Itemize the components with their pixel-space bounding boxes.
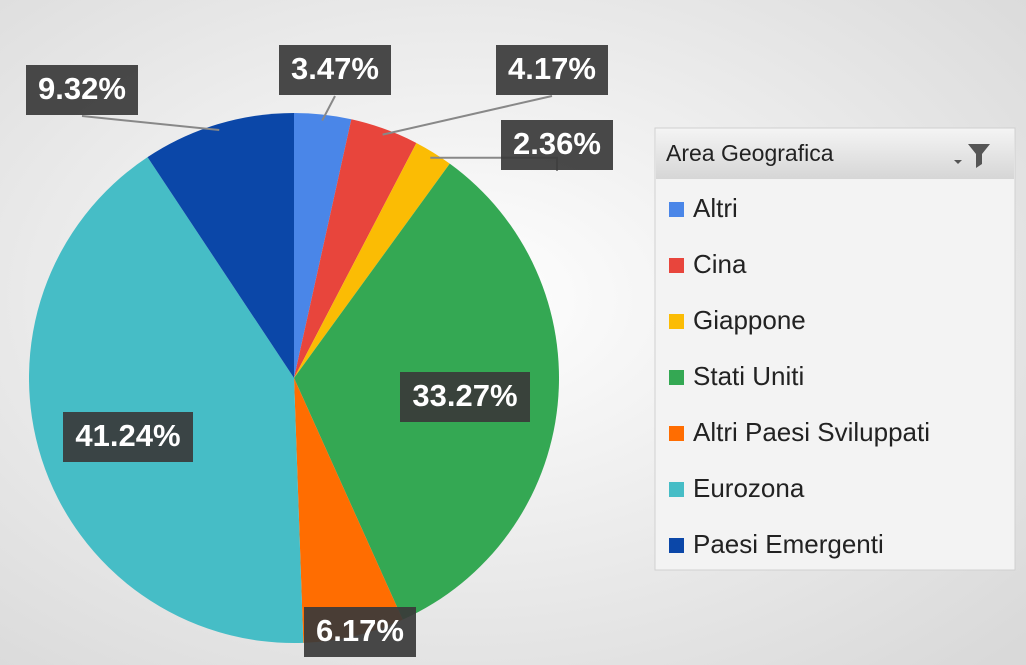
data-label: 9.32% <box>38 71 126 106</box>
legend-header <box>656 129 1014 179</box>
legend-swatch <box>669 258 684 273</box>
data-label: 2.36% <box>513 126 601 161</box>
pie-slice <box>147 113 294 378</box>
legend-box <box>654 127 1016 571</box>
data-labels: 3.47% 4.17% 2.36% 33.27% 6.17% 41.24% 9.32% <box>26 45 613 657</box>
pie-slice <box>294 119 417 378</box>
data-label-box <box>279 45 391 95</box>
data-label-box <box>501 120 613 170</box>
legend-swatch <box>669 482 684 497</box>
data-label-box <box>496 45 608 95</box>
legend-swatch <box>669 538 684 553</box>
legend-label: Altri <box>693 193 738 223</box>
legend-swatch <box>669 426 684 441</box>
filter-icon[interactable] <box>954 144 990 168</box>
legend-swatch <box>669 370 684 385</box>
data-label: 4.17% <box>508 51 596 86</box>
legend-swatch <box>669 202 684 217</box>
data-label: 3.47% <box>291 51 379 86</box>
data-label: 33.27% <box>412 378 517 413</box>
pie-slice <box>294 113 352 378</box>
data-label-box <box>304 607 416 657</box>
legend-swatch <box>669 314 684 329</box>
pie-slice <box>294 142 450 378</box>
legend-label: Cina <box>693 249 747 279</box>
data-label-box <box>400 372 530 422</box>
leader-line <box>81 115 220 132</box>
legend-label: Paesi Emergenti <box>693 529 884 559</box>
data-label-box <box>26 65 138 115</box>
data-label: 6.17% <box>316 613 404 648</box>
leader-line <box>382 95 553 136</box>
legend-title: Area Geografica <box>666 140 834 166</box>
pie-slice <box>28 157 304 644</box>
data-label: 41.24% <box>75 418 180 453</box>
pie-slice <box>294 378 403 643</box>
legend: Area Geografica Altri Cina Giappone Stati U… <box>654 127 1016 571</box>
legend-label: Eurozona <box>693 473 805 503</box>
leader-line <box>321 95 336 122</box>
data-label-box <box>63 412 193 462</box>
legend-label: Altri Paesi Sviluppati <box>693 417 930 447</box>
legend-label: Giappone <box>693 305 806 335</box>
legend-label: Stati Uniti <box>693 361 804 391</box>
